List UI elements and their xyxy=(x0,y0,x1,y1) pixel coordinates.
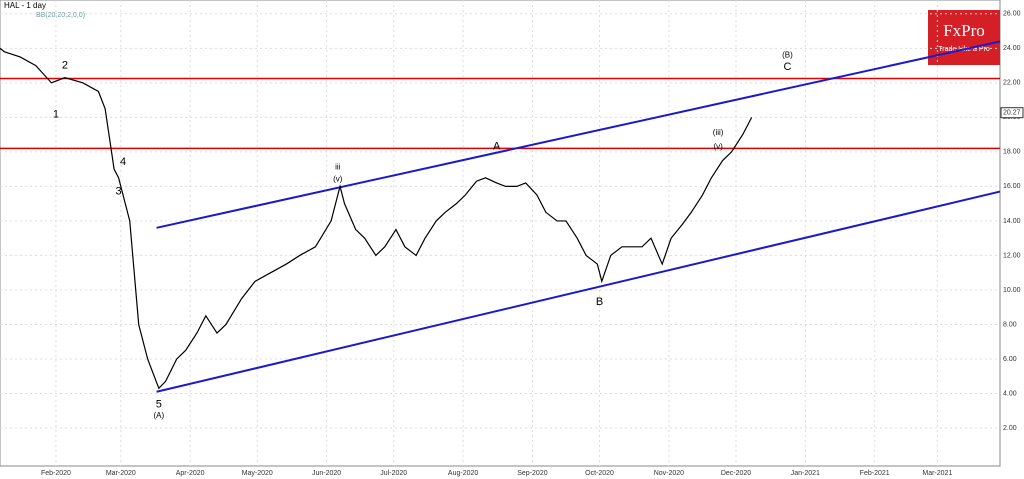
last-price-box xyxy=(1000,107,1024,119)
y-tick-label: 26.00 xyxy=(1003,11,1021,18)
wave-label: 3 xyxy=(116,185,122,197)
x-tick-label: Apr-2020 xyxy=(176,470,205,477)
y-tick-label: 6.00 xyxy=(1003,356,1017,363)
chart-title: HAL - 1 day xyxy=(4,1,46,10)
x-tick-label: May-2020 xyxy=(242,470,273,477)
y-tick-label: 22.00 xyxy=(1003,80,1021,87)
x-tick-label: Jun-2020 xyxy=(312,470,341,477)
channel-line xyxy=(156,190,1001,393)
wave-label: (A) xyxy=(154,411,165,420)
wave-label: 4 xyxy=(120,156,126,168)
y-tick-label: 8.00 xyxy=(1003,321,1017,328)
wave-label: (v) xyxy=(713,142,723,151)
x-tick-label: Feb-2021 xyxy=(860,470,890,477)
last-price-label: 20.27 xyxy=(1003,110,1021,117)
price-line xyxy=(0,47,753,390)
x-tick-label: Feb-2020 xyxy=(41,470,71,477)
y-tick-label: 4.00 xyxy=(1003,390,1017,397)
x-tick-label: Mar-2021 xyxy=(922,470,952,477)
y-tick-label: 12.00 xyxy=(1003,252,1021,259)
x-tick-label: Oct-2020 xyxy=(585,470,614,477)
y-tick-label: 18.00 xyxy=(1003,149,1021,156)
x-tick-label: Mar-2020 xyxy=(106,470,136,477)
x-tick-label: Sep-2020 xyxy=(517,470,547,477)
plot-frame xyxy=(0,0,1001,467)
x-tick-label: Jan-2021 xyxy=(791,470,820,477)
wave-label: (B) xyxy=(782,50,793,59)
y-tick-label: 16.00 xyxy=(1003,183,1021,190)
y-tick-label: 24.00 xyxy=(1003,45,1021,52)
logo-box xyxy=(928,10,1000,65)
x-tick-label: Jul-2020 xyxy=(380,470,407,477)
wave-label: (iii) xyxy=(713,128,724,137)
y-tick-label: 10.00 xyxy=(1003,287,1021,294)
wave-label: 1 xyxy=(53,109,59,121)
x-tick-label: Dec-2020 xyxy=(721,470,751,477)
logo-name: FxPro xyxy=(943,21,985,40)
y-tick-label: 2.00 xyxy=(1003,425,1017,432)
wave-label: (v) xyxy=(333,175,343,184)
indicator-label: BB(20,20,2,0,0) xyxy=(36,12,85,19)
y-tick-label: 14.00 xyxy=(1003,218,1021,225)
wave-label: A xyxy=(493,141,501,153)
wave-label: 5 xyxy=(156,399,162,411)
wave-label: iii xyxy=(335,163,341,172)
wave-label: B xyxy=(596,296,603,308)
x-tick-label: Nov-2020 xyxy=(654,470,684,477)
wave-label: C xyxy=(783,61,791,73)
channel-line xyxy=(156,40,1001,229)
x-tick-label: Aug-2020 xyxy=(448,470,478,477)
wave-label: 2 xyxy=(62,59,68,71)
